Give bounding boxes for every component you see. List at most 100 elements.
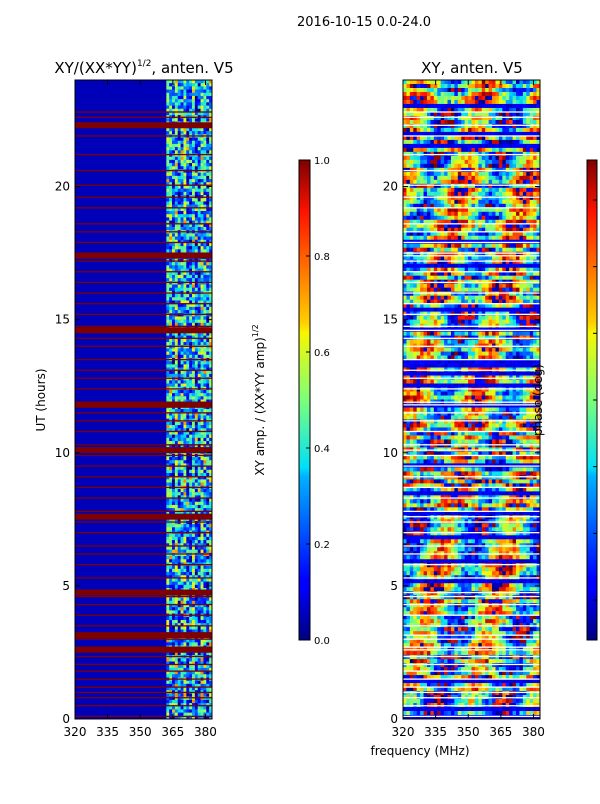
heatmap-cell <box>169 467 172 470</box>
heatmap-cell <box>201 83 204 86</box>
heatmap-cell <box>166 505 169 508</box>
heatmap-cell <box>526 80 530 84</box>
heatmap-cell <box>186 422 189 425</box>
heatmap-cell <box>492 236 496 240</box>
heatmap-cell <box>513 200 517 204</box>
heatmap-cell <box>192 364 195 367</box>
heatmap-cell <box>206 489 209 492</box>
heatmap-cell <box>183 342 186 345</box>
heatmap-cell <box>451 244 455 248</box>
heatmap-cell <box>417 188 421 192</box>
heatmap-cell <box>198 393 201 396</box>
heatmap-cell <box>201 288 204 291</box>
heatmap-cell <box>516 80 520 84</box>
heatmap-cell <box>533 236 537 240</box>
heatmap-cell <box>533 92 537 96</box>
heatmap-cell <box>530 184 534 188</box>
heatmap-cell <box>206 540 209 543</box>
heatmap-cell <box>206 438 209 441</box>
heatmap-cell <box>420 184 424 188</box>
heatmap-cell <box>482 188 486 192</box>
heatmap-cell <box>201 166 204 169</box>
heatmap-cell <box>475 88 479 92</box>
heatmap-cell <box>169 246 172 249</box>
flagged-row <box>75 370 212 371</box>
heatmap-cell <box>189 499 192 502</box>
heatmap-cell <box>181 441 184 444</box>
heatmap-cell <box>203 601 206 604</box>
heatmap-cell <box>206 237 209 240</box>
heatmap-cell <box>186 470 189 473</box>
heatmap-cell <box>427 236 431 240</box>
heatmap-cell <box>178 607 181 610</box>
heatmap-cell <box>189 550 192 553</box>
heatmap-cell <box>468 144 472 148</box>
heatmap-cell <box>192 556 195 559</box>
heatmap-cell <box>198 342 201 345</box>
heatmap-cell <box>201 396 204 399</box>
heatmap-cell <box>169 141 172 144</box>
heatmap-cell <box>489 88 493 92</box>
heatmap-cell <box>530 88 534 92</box>
heatmap-cell <box>189 176 192 179</box>
heatmap-cell <box>172 393 175 396</box>
heatmap-cell <box>172 473 175 476</box>
heatmap-cell <box>530 96 534 100</box>
heatmap-cell <box>198 396 201 399</box>
heatmap-cell <box>178 278 181 281</box>
heatmap-cell <box>420 188 424 192</box>
heatmap-cell <box>178 166 181 169</box>
heatmap-cell <box>192 128 195 131</box>
heatmap-cell <box>458 244 462 248</box>
heatmap-cell <box>526 104 530 108</box>
heatmap-cell <box>502 120 506 124</box>
heatmap-cell <box>206 166 209 169</box>
heatmap-cell <box>502 160 506 164</box>
heatmap-cell <box>434 196 438 200</box>
heatmap-cell <box>410 188 414 192</box>
heatmap-cell <box>189 102 192 105</box>
heatmap-cell <box>172 460 175 463</box>
heatmap-cell <box>468 176 472 180</box>
heatmap-cell <box>186 249 189 252</box>
heatmap-cell <box>516 88 520 92</box>
heatmap-cell <box>169 566 172 569</box>
heatmap-cell <box>172 217 175 220</box>
heatmap-cell <box>410 172 414 176</box>
heatmap-cell <box>181 288 184 291</box>
heatmap-cell <box>198 380 201 383</box>
heatmap-cell <box>175 307 178 310</box>
heatmap-cell <box>192 534 195 537</box>
heatmap-cell <box>183 150 186 153</box>
heatmap-cell <box>175 479 178 482</box>
heatmap-cell <box>178 582 181 585</box>
heatmap-cell <box>519 148 523 152</box>
heatmap-cell <box>201 626 204 629</box>
heatmap-cell <box>506 164 510 168</box>
heatmap-cell <box>454 100 458 104</box>
heatmap-cell <box>183 339 186 342</box>
heatmap-cell <box>172 585 175 588</box>
heatmap-cell <box>186 598 189 601</box>
heatmap-cell <box>475 120 479 124</box>
flagged-row <box>75 656 212 657</box>
heatmap-cell <box>195 166 198 169</box>
heatmap-cell <box>183 278 186 281</box>
heatmap-cell <box>186 131 189 134</box>
heatmap-cell <box>201 658 204 661</box>
heatmap-cell <box>175 499 178 502</box>
colorbar-tick-label: 0.6 <box>314 348 330 359</box>
heatmap-cell <box>444 128 448 132</box>
heatmap-cell <box>516 200 520 204</box>
heatmap-cell <box>169 582 172 585</box>
heatmap-cell <box>181 342 184 345</box>
heatmap-cell <box>430 244 434 248</box>
heatmap-cell <box>183 626 186 629</box>
heatmap-cell <box>482 120 486 124</box>
heatmap-cell <box>475 84 479 88</box>
heatmap-cell <box>201 610 204 613</box>
flagged-row <box>75 326 212 327</box>
heatmap-cell <box>461 128 465 132</box>
heatmap-cell <box>424 236 428 240</box>
y-tick-label: 0 <box>62 712 70 726</box>
